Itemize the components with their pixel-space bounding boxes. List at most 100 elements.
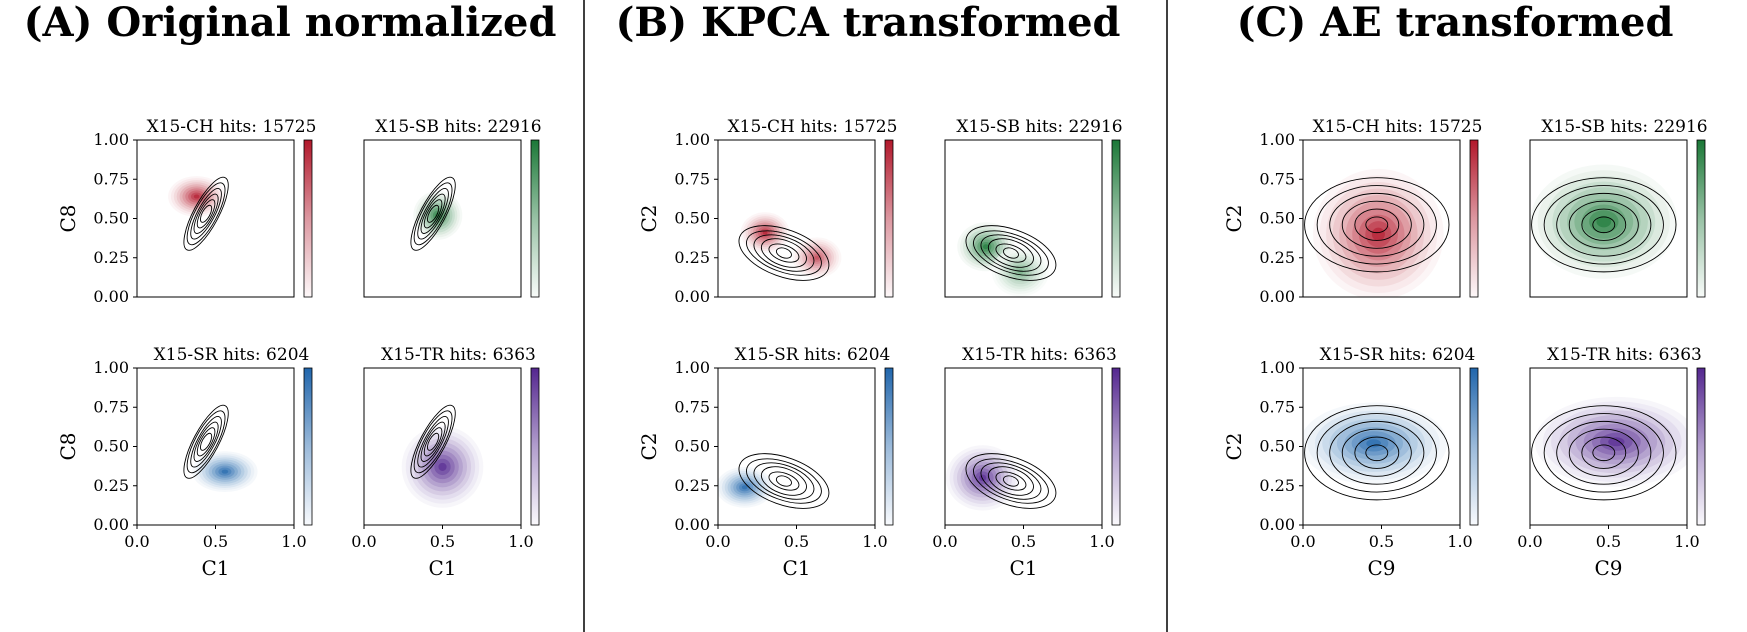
contour-line bbox=[196, 427, 216, 457]
y-axis-label: C8 bbox=[56, 204, 80, 232]
y-axis-label: C8 bbox=[56, 432, 80, 460]
subplot-title: X15-TR hits: 6363 bbox=[962, 345, 1117, 365]
contour-line bbox=[1581, 208, 1627, 241]
contour-line bbox=[980, 234, 1042, 272]
subplot-2-4: X15-TR hits: 6363 0.0 0.5 1.0 C1 bbox=[932, 345, 1121, 580]
x-tick-label: 0.5 bbox=[1011, 532, 1036, 551]
density-level bbox=[438, 462, 447, 471]
panel-title-c: (C) AE transformed bbox=[1237, 0, 1674, 46]
x-axis-label: C1 bbox=[782, 556, 810, 580]
colorbar bbox=[1111, 139, 1121, 298]
x-tick-label: 1.0 bbox=[862, 532, 887, 551]
x-axis-label: C1 bbox=[201, 556, 229, 580]
density-layer bbox=[413, 190, 463, 240]
density-level bbox=[1017, 269, 1024, 275]
axes-frame bbox=[1529, 139, 1688, 298]
contour-line bbox=[183, 404, 229, 479]
y-tick-label: 0.50 bbox=[1259, 209, 1295, 228]
contour-line bbox=[965, 453, 1057, 509]
subplot-1-1: X15-CH hits: 15725 0.00 0.25 0.50 0.75 1.00 C8 bbox=[56, 117, 316, 306]
subplot-2-3: X15-SR hits: 6204 0.00 0.25 0.50 0.75 1.00 C2 0… bbox=[637, 345, 894, 580]
y-tick-label: 0.25 bbox=[674, 248, 710, 267]
density-layer bbox=[1530, 164, 1678, 279]
contour-line bbox=[423, 199, 443, 229]
x-axis-label: C9 bbox=[1594, 556, 1622, 580]
x-tick-label: 0.5 bbox=[203, 532, 228, 551]
contour-line bbox=[1592, 216, 1616, 234]
y-tick-label: 1.00 bbox=[93, 358, 129, 377]
x-tick-label: 1.0 bbox=[1089, 532, 1114, 551]
y-tick-label: 1.00 bbox=[93, 130, 129, 149]
subplot-3-4: X15-TR hits: 6363 0.0 0.5 1.0 C9 bbox=[1517, 345, 1706, 580]
y-tick-label: 1.00 bbox=[1259, 130, 1295, 149]
contour-line bbox=[427, 432, 440, 451]
subplot-3-1: X15-CH hits: 15725 0.00 0.25 0.50 0.75 1.00 C2 bbox=[1222, 117, 1482, 306]
contour-line bbox=[965, 225, 1057, 281]
y-tick-label: 0.75 bbox=[93, 397, 129, 416]
contour-line bbox=[1002, 475, 1019, 487]
contour-line bbox=[1002, 247, 1019, 259]
y-tick-label: 0.00 bbox=[1259, 287, 1295, 306]
contour-line bbox=[413, 410, 453, 474]
y-tick-label: 0.50 bbox=[93, 437, 129, 456]
subplot-title: X15-SR hits: 6204 bbox=[154, 345, 310, 365]
contour-layer bbox=[183, 176, 229, 251]
contour-line bbox=[1543, 185, 1664, 265]
contour-line bbox=[410, 176, 456, 251]
colorbar bbox=[884, 367, 894, 526]
contour-layer bbox=[1304, 405, 1450, 501]
y-tick-label: 1.00 bbox=[674, 358, 710, 377]
x-tick-label: 0.0 bbox=[932, 532, 957, 551]
contour-line bbox=[1341, 428, 1412, 477]
contour-line bbox=[1581, 436, 1627, 469]
x-tick-label: 0.5 bbox=[430, 532, 455, 551]
contour-line bbox=[1304, 177, 1450, 273]
subplot-title: X15-CH hits: 15725 bbox=[1313, 117, 1483, 137]
contour-line bbox=[417, 188, 449, 240]
contour-line bbox=[768, 243, 800, 263]
contour-line bbox=[1365, 216, 1389, 234]
subplot-1-3: X15-SR hits: 6204 0.00 0.25 0.50 0.75 1.00 C8 0… bbox=[56, 345, 313, 580]
subplot-title: X15-CH hits: 15725 bbox=[728, 117, 898, 137]
y-axis-label: C2 bbox=[1222, 432, 1246, 460]
contour-layer bbox=[965, 453, 1057, 509]
contour-line bbox=[738, 453, 830, 509]
contour-line bbox=[1341, 200, 1412, 249]
contour-line bbox=[1531, 405, 1677, 501]
x-tick-label: 1.0 bbox=[1674, 532, 1699, 551]
subplot-3-2: X15-SB hits: 22916 bbox=[1529, 117, 1708, 298]
x-tick-label: 0.5 bbox=[1596, 532, 1621, 551]
density-layer bbox=[718, 466, 774, 508]
contour-line bbox=[413, 182, 453, 246]
panel-title-b: (B) KPCA transformed bbox=[616, 0, 1121, 46]
y-tick-label: 0.00 bbox=[93, 515, 129, 534]
y-tick-label: 0.25 bbox=[1259, 476, 1295, 495]
y-tick-label: 0.25 bbox=[674, 476, 710, 495]
density-level bbox=[1596, 215, 1612, 228]
colorbar bbox=[884, 139, 894, 298]
kde-panel-2: X15-CH hits: 15725 0.00 0.25 0.50 0.75 1.00 C2… bbox=[637, 117, 1123, 580]
contour-layer bbox=[410, 404, 456, 479]
y-axis-label: C2 bbox=[637, 432, 661, 460]
y-tick-label: 0.00 bbox=[1259, 515, 1295, 534]
density-level bbox=[741, 485, 748, 490]
contour-line bbox=[746, 458, 822, 504]
y-tick-label: 0.75 bbox=[674, 397, 710, 416]
contour-line bbox=[1568, 428, 1639, 477]
colorbar bbox=[530, 367, 540, 526]
contour-line bbox=[1329, 192, 1425, 257]
plots-layer: X15-CH hits: 15725 0.00 0.25 0.50 0.75 1.00 C8… bbox=[56, 117, 1708, 580]
contour-line bbox=[183, 176, 229, 251]
x-tick-label: 0.5 bbox=[1369, 532, 1394, 551]
kde-panel-1: X15-CH hits: 15725 0.00 0.25 0.50 0.75 1.00 C8… bbox=[56, 117, 542, 580]
contour-line bbox=[987, 238, 1034, 268]
contour-line bbox=[1304, 405, 1450, 501]
contour-line bbox=[995, 471, 1027, 491]
subplot-title: X15-SB hits: 22916 bbox=[375, 117, 541, 137]
subplot-1-4: X15-TR hits: 6363 0.0 0.5 1.0 C1 bbox=[351, 345, 540, 580]
density-level bbox=[762, 230, 768, 235]
density-level bbox=[1608, 437, 1625, 447]
x-tick-label: 0.5 bbox=[784, 532, 809, 551]
contour-line bbox=[1531, 177, 1677, 273]
